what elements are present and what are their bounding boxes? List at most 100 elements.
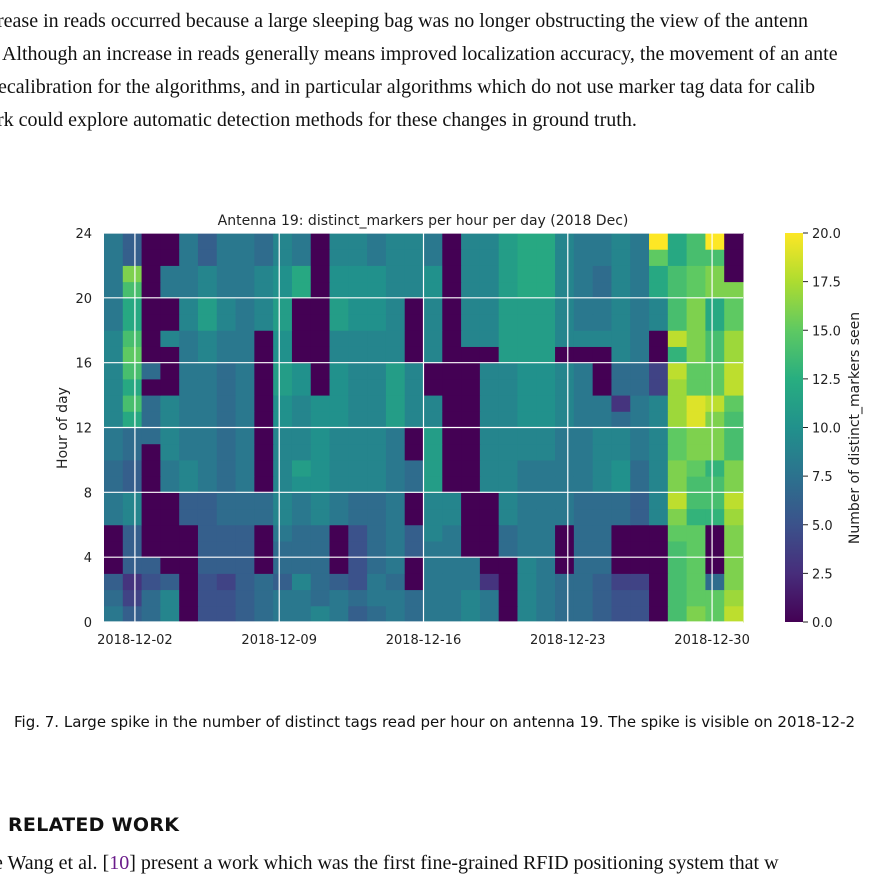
heatmap-cell <box>385 265 406 283</box>
heatmap-cell <box>254 557 274 574</box>
heatmap-cell <box>536 314 556 331</box>
heatmap-cell <box>254 346 274 364</box>
heatmap-cell <box>705 249 725 266</box>
heatmap-cell <box>104 411 124 428</box>
heatmap-cell <box>197 492 218 510</box>
heatmap-cell <box>348 281 368 299</box>
heatmap-cell <box>235 411 255 428</box>
heatmap-cell <box>667 362 688 380</box>
heatmap-cell <box>329 605 349 623</box>
heatmap-cell <box>479 281 500 299</box>
heatmap-cell <box>141 265 161 283</box>
heatmap-cell <box>517 476 537 493</box>
heatmap-cell <box>122 378 143 396</box>
heatmap-cell <box>235 314 255 331</box>
heatmap-cell <box>536 378 556 396</box>
heatmap-cell <box>724 281 744 299</box>
heatmap-cell <box>310 362 331 380</box>
citation-link[interactable]: 10 <box>109 852 130 874</box>
heatmap-cell <box>160 492 180 510</box>
heatmap-cell <box>667 297 688 315</box>
heatmap-cell <box>536 459 556 477</box>
heatmap-cell <box>197 524 218 542</box>
heatmap-cell <box>254 540 274 558</box>
heatmap-cell <box>141 427 161 445</box>
heatmap-cell <box>479 297 500 315</box>
heatmap-cell <box>179 265 199 283</box>
heatmap-cell <box>536 573 556 591</box>
colorbar-tick-label: 7.5 <box>812 470 833 485</box>
heatmap-cell <box>686 443 706 461</box>
heatmap-cell <box>498 492 518 510</box>
heatmap-cell <box>686 573 706 591</box>
body-text-before: e Wang et al. [ <box>0 852 110 874</box>
heatmap-cell <box>216 540 237 558</box>
heatmap-cell <box>385 540 406 558</box>
heatmap-cell <box>367 330 387 347</box>
heatmap-cell <box>573 557 594 574</box>
heatmap-cell <box>385 557 406 574</box>
heatmap-cell <box>104 524 124 542</box>
heatmap-cell <box>555 573 575 591</box>
heatmap-cell <box>348 573 368 591</box>
heatmap-cell <box>367 314 387 331</box>
heatmap-cell <box>197 233 218 250</box>
heatmap-cell <box>179 314 199 331</box>
heatmap-cell <box>667 233 688 250</box>
heatmap-cell <box>573 233 594 250</box>
heatmap-cell <box>630 249 650 266</box>
heatmap-cell <box>461 557 481 574</box>
heatmap-cell <box>479 265 500 283</box>
heatmap-cell <box>160 314 180 331</box>
heatmap-cell <box>479 492 500 510</box>
heatmap-cell <box>630 314 650 331</box>
heatmap-cell <box>555 281 575 299</box>
heatmap-cell <box>536 524 556 542</box>
heatmap-cell <box>705 297 725 315</box>
heatmap-cell <box>630 297 650 315</box>
heatmap-cell <box>724 314 744 331</box>
heatmap-cell <box>385 362 406 380</box>
heatmap-cell <box>611 249 631 266</box>
heatmap-cell <box>310 249 331 266</box>
heatmap-cell <box>592 524 612 542</box>
heatmap-cell <box>498 233 518 250</box>
y-tick-label: 16 <box>75 357 92 372</box>
heatmap-cell <box>573 605 594 623</box>
heatmap-cell <box>686 330 706 347</box>
heatmap-cell <box>517 524 537 542</box>
heatmap-cell <box>611 557 631 574</box>
heatmap-cell <box>216 233 237 250</box>
heatmap-cell <box>273 395 293 412</box>
heatmap-cell <box>667 330 688 347</box>
heatmap-cell <box>385 378 406 396</box>
heatmap-cell <box>179 233 199 250</box>
heatmap-cell <box>385 508 406 526</box>
heatmap-cell <box>254 265 274 283</box>
section-heading: RELATED WORK <box>8 814 180 836</box>
heatmap-cell <box>348 249 368 266</box>
heatmap-cell <box>461 265 481 283</box>
heatmap-cell <box>686 411 706 428</box>
heatmap-cell <box>235 524 255 542</box>
heatmap-cell <box>498 281 518 299</box>
heatmap-cell <box>724 362 744 380</box>
heatmap-cell <box>592 395 612 412</box>
heatmap-cell <box>517 605 537 623</box>
heatmap-cell <box>291 443 312 461</box>
heatmap-cell <box>385 459 406 477</box>
heatmap-cell <box>273 540 293 558</box>
heatmap-cell <box>291 540 312 558</box>
heatmap-cell <box>517 378 537 396</box>
heatmap-cell <box>160 265 180 283</box>
heatmap-cell <box>310 411 331 428</box>
heatmap-cell <box>310 557 331 574</box>
heatmap-cell <box>461 297 481 315</box>
heatmap-cell <box>649 524 669 542</box>
heatmap-cell <box>479 605 500 623</box>
heatmap-cell <box>423 362 443 380</box>
heatmap-cell <box>686 395 706 412</box>
heatmap-cell <box>385 573 406 591</box>
heatmap-cell <box>197 573 218 591</box>
heatmap-cell <box>442 508 462 526</box>
